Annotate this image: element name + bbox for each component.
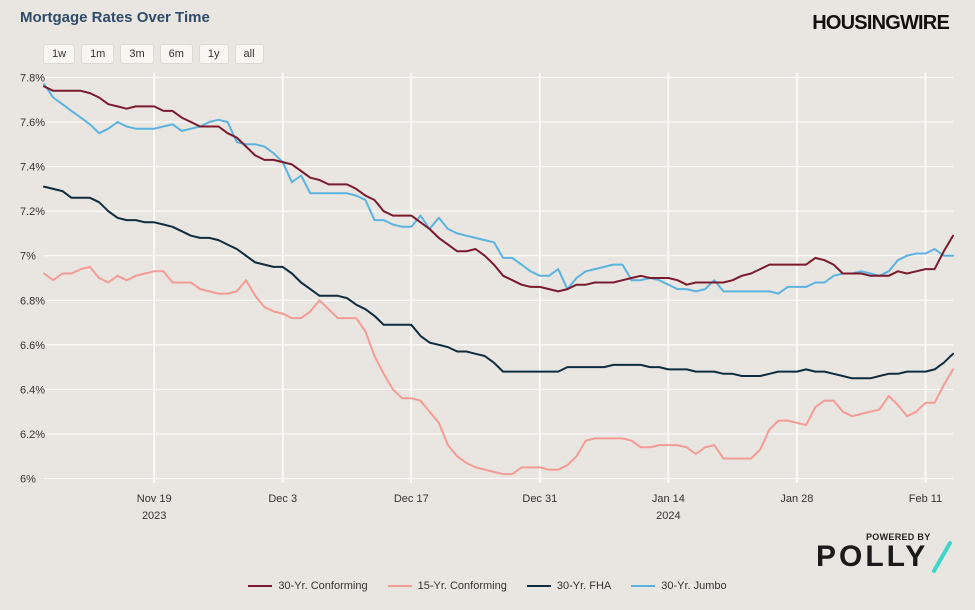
series-line-30-yr-conforming bbox=[43, 85, 954, 293]
range-3m-button[interactable]: 3m bbox=[120, 44, 154, 64]
legend-item-15yr-conforming[interactable]: 15-Yr. Conforming bbox=[387, 580, 507, 592]
series-line-15-yr-conforming bbox=[43, 265, 954, 476]
legend-swatch bbox=[526, 585, 551, 587]
powered-by-label: POWERED BY bbox=[866, 532, 931, 542]
x-tick-label: Dec 17 bbox=[394, 493, 429, 505]
y-tick-label: 7.6% bbox=[20, 117, 45, 129]
x-tick-label: Jan 28 bbox=[780, 493, 813, 505]
y-tick-label: 7.2% bbox=[20, 206, 45, 218]
housingwire-logo[interactable]: HOUSINGWIRE bbox=[812, 12, 950, 34]
polly-slash-icon bbox=[932, 541, 953, 573]
legend-swatch bbox=[387, 585, 412, 587]
x-tick-label: Nov 19 bbox=[137, 493, 172, 505]
chart-legend: 30-Yr. Conforming 15-Yr. Conforming 30-Y… bbox=[0, 580, 975, 592]
y-tick-label: 6.4% bbox=[20, 384, 45, 396]
range-1w-button[interactable]: 1w bbox=[43, 44, 76, 64]
legend-item-30yr-fha[interactable]: 30-Yr. FHA bbox=[526, 580, 612, 592]
legend-item-30yr-conforming[interactable]: 30-Yr. Conforming bbox=[248, 580, 368, 592]
x-tick-label: Feb 11 bbox=[909, 493, 942, 505]
polly-logo[interactable]: POLLY bbox=[816, 540, 953, 574]
legend-label: 30-Yr. Conforming bbox=[278, 580, 368, 592]
y-tick-label: 7% bbox=[20, 251, 36, 263]
y-tick-label: 6.8% bbox=[20, 295, 45, 307]
y-tick-label: 6.2% bbox=[20, 429, 45, 441]
legend-item-30yr-jumbo[interactable]: 30-Yr. Jumbo bbox=[631, 580, 727, 592]
range-all-button[interactable]: all bbox=[234, 44, 264, 64]
legend-swatch bbox=[631, 585, 656, 587]
legend-label: 30-Yr. FHA bbox=[556, 580, 612, 592]
range-1m-button[interactable]: 1m bbox=[81, 44, 115, 64]
x-tick-label: Dec 3 bbox=[268, 493, 297, 505]
legend-swatch bbox=[248, 585, 273, 587]
series-line-30-yr-fha bbox=[43, 185, 954, 380]
y-tick-label: 6.6% bbox=[20, 340, 45, 352]
y-tick-label: 6% bbox=[20, 474, 36, 486]
x-tick-year-label: 2024 bbox=[656, 510, 680, 522]
x-tick-label: Jan 14 bbox=[652, 493, 685, 505]
legend-label: 15-Yr. Conforming bbox=[417, 580, 507, 592]
x-tick-label: Dec 31 bbox=[522, 493, 557, 505]
x-tick-year-label: 2023 bbox=[142, 510, 166, 522]
range-6m-button[interactable]: 6m bbox=[159, 44, 193, 64]
legend-label: 30-Yr. Jumbo bbox=[661, 580, 727, 592]
y-tick-label: 7.4% bbox=[20, 162, 45, 174]
chart-title: Mortgage Rates Over Time bbox=[20, 9, 210, 26]
range-1y-button[interactable]: 1y bbox=[198, 44, 229, 64]
polly-wordmark: POLLY bbox=[816, 540, 929, 573]
range-selector: 1w 1m 3m 6m 1y all bbox=[43, 44, 264, 64]
y-tick-label: 7.8% bbox=[20, 72, 45, 84]
series-line-30-yr-jumbo bbox=[43, 83, 954, 295]
